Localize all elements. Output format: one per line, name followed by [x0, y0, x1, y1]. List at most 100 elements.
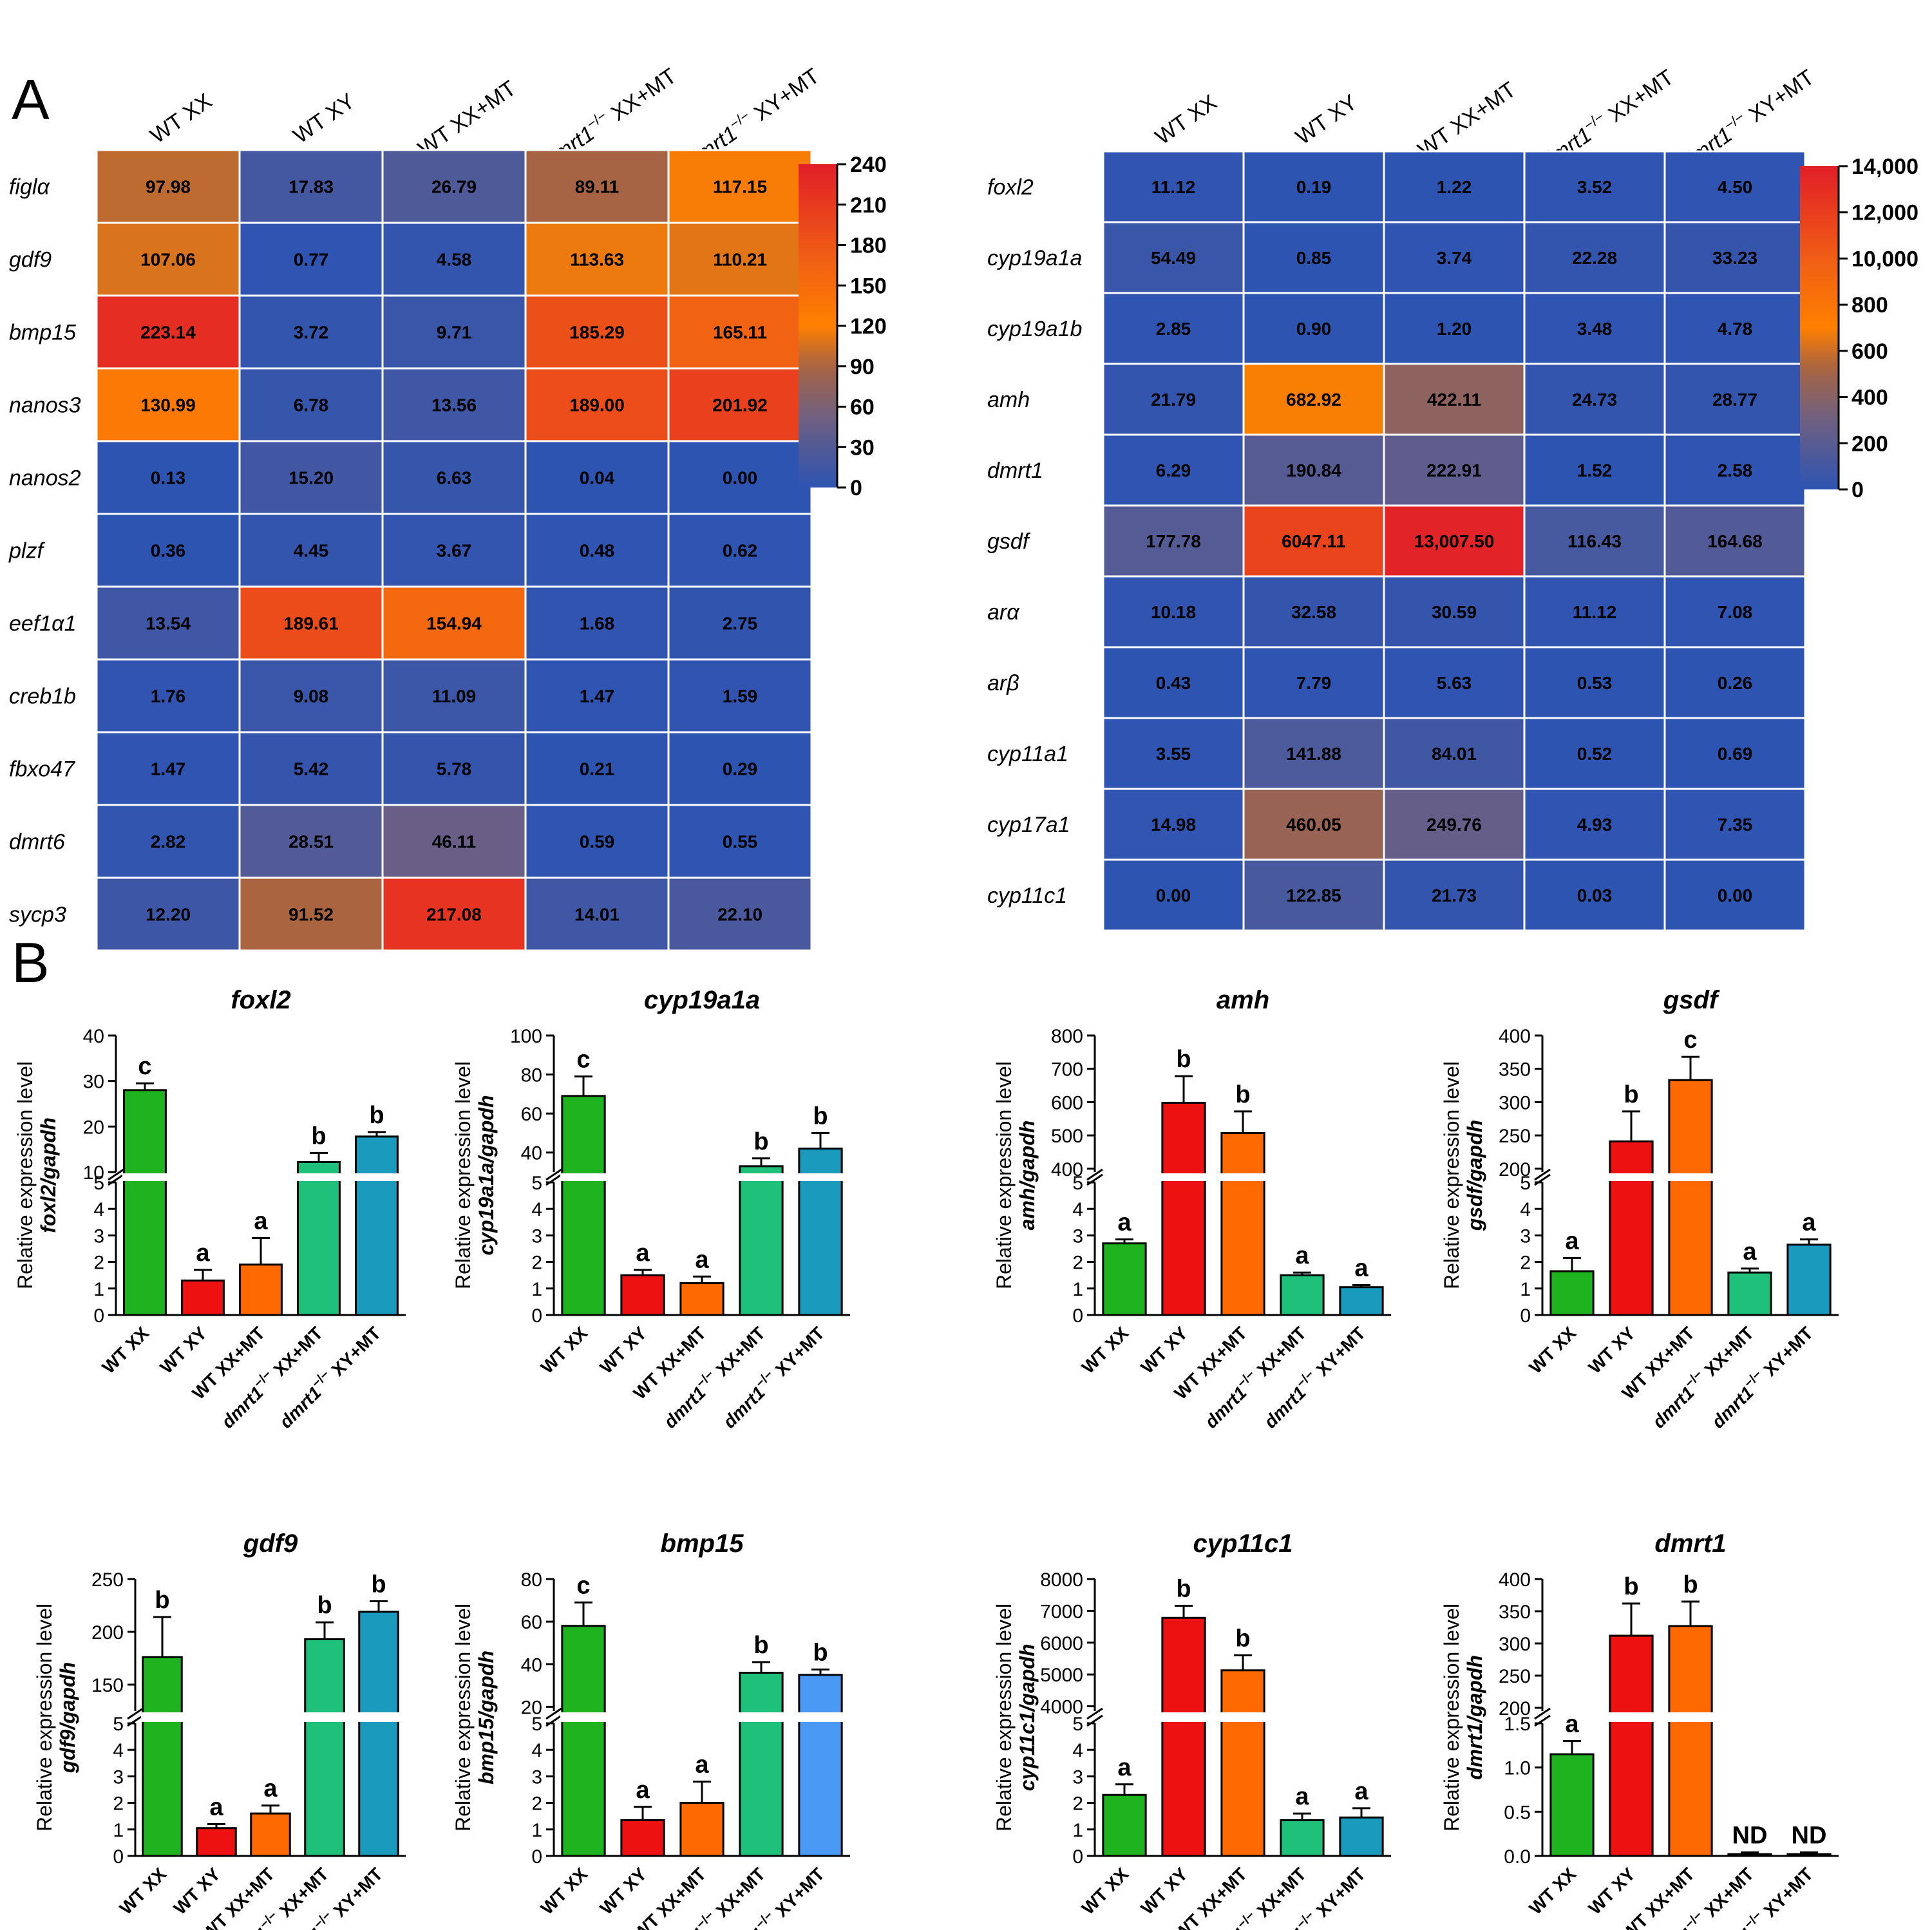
y-tick-label: 4000	[1040, 1697, 1083, 1718]
axis-break-gap	[560, 1173, 607, 1181]
heatmap-cell	[1383, 788, 1526, 861]
heatmap-cell	[381, 294, 527, 370]
heatmap-cell-value: 190.84	[1286, 460, 1341, 480]
heatmap-cell	[381, 440, 527, 515]
bar	[679, 1802, 724, 1857]
bar-chart-cyp19a1a: cyp19a1a Relative expression level cyp19a1…	[451, 986, 850, 1432]
bar	[1786, 1853, 1832, 1857]
y-axis-label: Relative expression level	[451, 1061, 475, 1289]
y-tick-label: 1.5	[1504, 1714, 1531, 1735]
significance-letter: a	[1565, 1710, 1579, 1737]
y-tick-label: 5	[531, 1173, 542, 1194]
heatmap-cell-value: 13.54	[146, 614, 191, 634]
x-tick-label: WT XX	[1078, 1864, 1133, 1918]
chart-title: amh	[1217, 986, 1269, 1014]
bar	[561, 1625, 606, 1857]
heatmap-cell-value: 2.85	[1156, 319, 1191, 339]
y-tick-label: 2	[1072, 1793, 1083, 1815]
heatmap-cell	[1242, 150, 1385, 223]
heatmap-cell-value: 1.76	[151, 686, 186, 706]
heatmap-cell	[667, 440, 813, 515]
heatmap-column-header: WT XX+MT	[413, 76, 520, 161]
y-tick-label: 250	[91, 1569, 124, 1591]
heatmap-cell-value: 130.99	[140, 395, 196, 415]
y-tick-label: 3	[531, 1766, 542, 1788]
heatmap-cell-value: 4.93	[1577, 815, 1613, 835]
heatmap-steroidogenic-genes: WT XX WT XY WT XX+MT dmrt1−/− XX+MTdmrt1−/−…	[987, 65, 1918, 932]
heatmap-cell-value: 0.00	[1156, 885, 1191, 905]
y-tick-label: 40	[521, 1143, 542, 1164]
axis-break-gap	[1219, 1712, 1267, 1722]
y-tick-label: 4	[531, 1740, 542, 1761]
heatmap-cell-value: 3.52	[1577, 177, 1613, 197]
bar	[739, 1671, 784, 1857]
heatmap-row-label: arβ	[987, 671, 1019, 695]
x-tick-label: WT XY	[156, 1323, 211, 1377]
chart-title: gdf9	[243, 1529, 298, 1558]
y-tick-label: 20	[521, 1697, 542, 1718]
heatmap-cell	[524, 294, 670, 370]
y-tick-label: 3	[531, 1225, 542, 1247]
heatmap-cell	[238, 440, 384, 515]
heatmap-cell	[1523, 433, 1666, 507]
y-tick-label: 2	[531, 1793, 542, 1815]
axis-break-gap	[354, 1173, 400, 1181]
heatmap-cell-value: 1.22	[1437, 177, 1472, 197]
heatmap-cell	[95, 658, 241, 733]
heatmap-cell-value: 0.59	[580, 832, 615, 852]
significance-letter: a	[209, 1794, 223, 1821]
bar	[1339, 1286, 1384, 1316]
heatmap-cell-value: 0.00	[1718, 885, 1753, 905]
y-tick-label: 40	[83, 1026, 104, 1047]
heatmap-cell-value: 113.63	[570, 250, 624, 270]
y-tick-label: 1	[1072, 1279, 1083, 1300]
y-tick-label: 1	[113, 1820, 124, 1841]
heatmap-cell-value: 0.52	[1577, 744, 1613, 764]
x-tick-label: dmrt1−/− XY+MT	[717, 1321, 828, 1432]
heatmap-row-label: gsdf	[987, 529, 1031, 554]
heatmap-cell-value: 7.79	[1296, 673, 1332, 693]
chart-title: cyp11c1	[1193, 1529, 1293, 1558]
axis-break-gap	[1667, 1173, 1714, 1181]
heatmap-cell-value: 11.12	[1151, 177, 1196, 197]
heatmap-cell	[1242, 646, 1385, 719]
heatmap-cell-value: 0.62	[723, 541, 758, 561]
y-tick-label: 300	[1499, 1634, 1531, 1655]
y-tick-label: 0.5	[1504, 1802, 1531, 1823]
heatmap-cell-value: 4.58	[437, 250, 472, 270]
bar	[1549, 1270, 1595, 1316]
heatmap-cell	[1383, 292, 1526, 365]
heatmap-cell-value: 4.78	[1718, 319, 1753, 339]
significance-letter: a	[1565, 1227, 1579, 1254]
significance-letter: b	[1624, 1081, 1638, 1108]
y-tick-label: 150	[91, 1675, 124, 1696]
bar	[1102, 1242, 1147, 1316]
significance-letter: a	[1117, 1754, 1132, 1781]
y-tick-label: 0	[531, 1846, 542, 1868]
heatmap-cell	[1102, 504, 1245, 578]
y-axis-gene: foxl2/gapdh	[37, 1117, 60, 1233]
heatmap-cell-value: 460.05	[1286, 815, 1341, 835]
y-tick-label: 5	[1520, 1173, 1531, 1194]
heatmap-cell-value: 0.90	[1296, 319, 1332, 339]
heatmap-cell-value: 28.77	[1712, 390, 1757, 410]
y-tick-label: 4	[93, 1199, 104, 1220]
bar	[620, 1819, 665, 1857]
heatmap-cell-value: 5.63	[1437, 673, 1472, 693]
heatmap-cell-value: 0.03	[1577, 885, 1613, 905]
heatmap-cell-value: 1.47	[580, 686, 615, 706]
y-axis-label: Relative expression level	[451, 1604, 475, 1831]
x-tick-label: dmrt1−/− XY+MT	[274, 1321, 384, 1432]
axis-break-gap	[1607, 1712, 1655, 1722]
y-tick-label: 2	[1072, 1253, 1083, 1274]
heatmap-cell-value: 165.11	[713, 323, 767, 343]
heatmap-cell-value: 54.49	[1151, 248, 1196, 268]
heatmap-cell-value: 1.68	[580, 614, 615, 634]
y-tick-label: 3	[1072, 1225, 1083, 1247]
significance-letter: a	[636, 1240, 650, 1267]
heatmap-cell-value: 110.21	[713, 250, 767, 270]
significance-letter: b	[317, 1592, 332, 1619]
heatmap-cell	[1663, 221, 1806, 294]
heatmap-row-label: foxl2	[987, 175, 1034, 200]
heatmap-cell-value: 1.52	[1577, 460, 1613, 480]
